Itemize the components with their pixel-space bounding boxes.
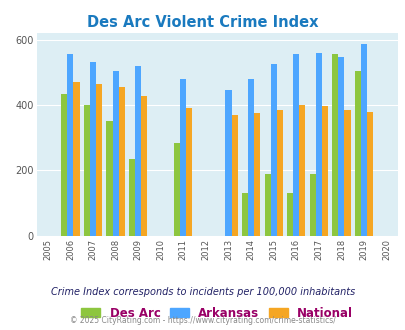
Text: Des Arc Violent Crime Index: Des Arc Violent Crime Index <box>87 15 318 30</box>
Bar <box>337 56 343 236</box>
Bar <box>96 84 102 236</box>
Bar <box>174 143 180 236</box>
Bar <box>90 62 96 236</box>
Bar <box>118 87 124 236</box>
Bar <box>186 108 192 236</box>
Text: Crime Index corresponds to incidents per 100,000 inhabitants: Crime Index corresponds to incidents per… <box>51 287 354 297</box>
Bar <box>141 96 147 236</box>
Bar <box>366 112 372 236</box>
Bar <box>315 53 321 236</box>
Bar <box>67 54 73 236</box>
Bar <box>254 113 260 236</box>
Bar <box>276 110 282 236</box>
Bar <box>331 54 337 236</box>
Bar <box>360 45 366 236</box>
Legend: Des Arc, Arkansas, National: Des Arc, Arkansas, National <box>81 307 352 320</box>
Bar <box>84 105 90 236</box>
Bar <box>264 174 270 236</box>
Bar <box>61 94 67 236</box>
Bar <box>286 193 292 236</box>
Bar <box>112 71 118 236</box>
Bar <box>292 54 298 236</box>
Bar <box>225 90 231 236</box>
Bar <box>73 82 79 236</box>
Bar <box>321 106 327 236</box>
Bar <box>270 64 276 236</box>
Bar <box>180 79 186 236</box>
Bar <box>106 121 112 236</box>
Bar <box>241 193 247 236</box>
Bar <box>135 66 141 236</box>
Bar <box>343 110 350 236</box>
Bar <box>247 79 254 236</box>
Text: © 2025 CityRating.com - https://www.cityrating.com/crime-statistics/: © 2025 CityRating.com - https://www.city… <box>70 315 335 325</box>
Bar <box>309 174 315 236</box>
Bar <box>298 105 305 236</box>
Bar <box>354 71 360 236</box>
Bar <box>231 115 237 236</box>
Bar <box>129 159 135 236</box>
